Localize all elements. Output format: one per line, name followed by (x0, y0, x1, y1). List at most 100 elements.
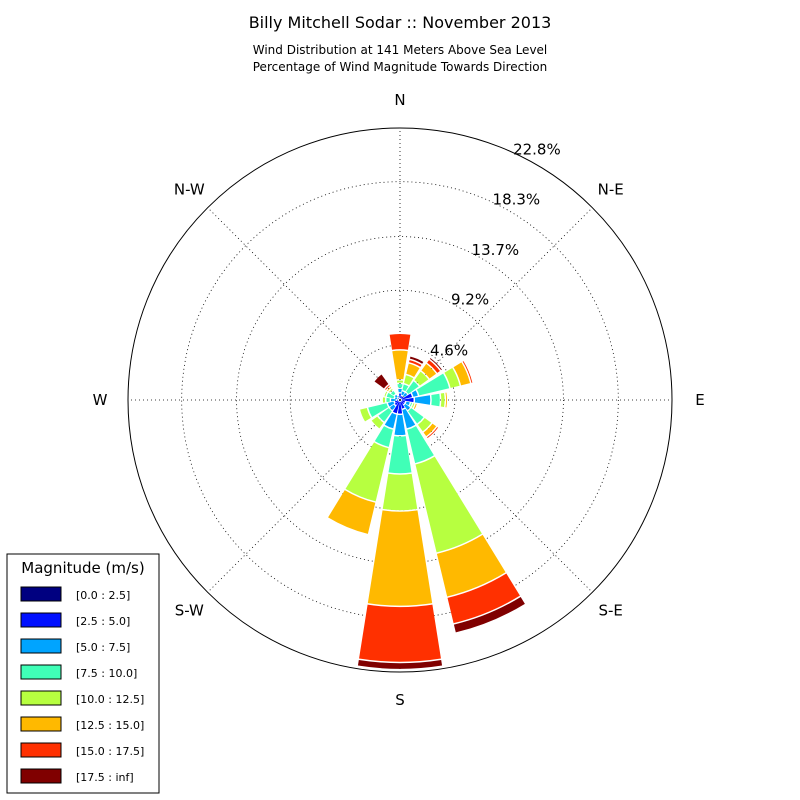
bar-N-bin-3 (397, 384, 403, 388)
bar-SSW-bin-4 (345, 442, 389, 502)
bar-N-bin-6 (389, 333, 411, 350)
radial-tick-label: 18.3% (493, 190, 541, 208)
legend-swatch (20, 612, 62, 628)
bar-S-bin-7 (357, 659, 443, 669)
radial-tick-label: 22.8% (513, 141, 561, 159)
bar-NW-bin-3 (390, 390, 396, 396)
bar-SSE-bin-3 (407, 426, 434, 464)
bar-NE-bin-6 (427, 360, 440, 373)
bar-W-bin-3 (386, 397, 390, 403)
bar-ENE-bin-4 (444, 367, 460, 388)
bar-ESE-bin-4 (411, 403, 415, 408)
bar-E-bin-3 (431, 393, 440, 407)
bar-W-bin-2 (391, 398, 396, 402)
bar-ENE-bin-6 (462, 361, 473, 383)
bar-SE-bin-1 (401, 401, 405, 405)
bar-N-bin-4 (396, 380, 404, 383)
radial-tick-label: 4.6% (430, 341, 468, 359)
bar-WSW-bin-4 (360, 407, 371, 422)
bar-NW-bin-1 (397, 397, 399, 399)
bar-SW-bin-2 (389, 404, 396, 411)
legend-label: [10.0 : 12.5] (76, 693, 144, 706)
bar-NW-bin-7 (374, 374, 389, 389)
bar-WNW-bin-4 (384, 391, 388, 397)
bar-ENE-bin-3 (416, 373, 450, 396)
bar-NNW-bin-2 (397, 396, 400, 398)
bar-ESE-bin-1 (401, 400, 406, 403)
bar-S-bin-1 (397, 401, 403, 414)
bar-WSW-bin-2 (387, 401, 395, 407)
legend-swatch (20, 664, 62, 680)
direction-label-s: S (395, 691, 405, 709)
bar-NE-bin-5 (421, 363, 437, 379)
bar-WNW-bin-2 (394, 397, 398, 400)
grid-ring (344, 344, 456, 456)
grid-ring (181, 181, 619, 619)
legend-items: [0.0 : 2.5] [2.5 : 5.0] [5.0 : 7.5] [7.5 : … (20, 586, 144, 784)
bar-NNE-bin-1 (400, 396, 403, 399)
bar-W-bin-4 (382, 397, 386, 403)
bar-ESE-bin-2 (405, 401, 410, 406)
bar-N-bin-5 (392, 350, 408, 380)
bar-NE-bin-4 (414, 371, 429, 386)
bar-SW-bin-4 (371, 416, 384, 429)
legend-label: [15.0 : 17.5] (76, 745, 144, 758)
bar-NNE-bin-3 (402, 384, 409, 392)
bar-W-bin-1 (397, 399, 399, 401)
bar-SE-bin-2 (403, 403, 411, 411)
legend-label: [17.5 : inf] (76, 771, 134, 784)
bar-E-bin-1 (401, 397, 414, 403)
bar-SSE-bin-7 (453, 596, 525, 633)
legend-label: [12.5 : 15.0] (76, 719, 144, 732)
bar-S-bin-2 (394, 414, 406, 436)
bar-NE-bin-2 (403, 392, 408, 397)
grid-spoke (207, 399, 401, 593)
legend-label: [2.5 : 5.0] (76, 615, 130, 628)
legend-label: [7.5 : 10.0] (76, 667, 137, 680)
bar-NW-bin-4 (389, 389, 393, 393)
radial-tick-label: 9.2% (451, 291, 489, 309)
bar-SSE-bin-5 (436, 534, 506, 597)
bar-SSW-bin-5 (328, 490, 376, 534)
polar-frame (127, 127, 673, 673)
direction-label-e: E (695, 391, 704, 409)
bar-WSW-bin-3 (368, 403, 389, 418)
windrose-bars (328, 333, 525, 669)
bar-ESE-bin-3 (409, 402, 413, 407)
bar-N-bin-1 (398, 393, 402, 399)
bar-NW-bin-5 (387, 387, 392, 392)
bar-NNE-bin-4 (404, 375, 414, 386)
bar-WNW-bin-3 (386, 392, 395, 399)
bar-E-bin-5 (445, 392, 447, 408)
bar-SSE-bin-1 (400, 401, 405, 409)
bar-SSE-bin-6 (447, 573, 520, 624)
bar-SW-bin-1 (394, 401, 399, 406)
direction-label-n: N (394, 91, 405, 109)
bar-SE-bin-5 (423, 423, 437, 437)
grid-spoke (399, 399, 593, 593)
legend-swatch (20, 716, 62, 732)
radial-tick-label: 13.7% (472, 241, 520, 259)
legend-label: [5.0 : 7.5] (76, 641, 130, 654)
direction-label-ne: N-E (598, 180, 624, 198)
bar-NNE-bin-6 (409, 360, 422, 367)
bar-SE-bin-4 (417, 417, 432, 432)
legend-swatch (20, 690, 62, 706)
bar-NW-bin-2 (394, 394, 398, 398)
bar-ENE-bin-5 (453, 362, 471, 386)
bar-ESE-bin-5 (413, 403, 417, 409)
bar-SSW-bin-2 (384, 412, 397, 429)
legend: Magnitude (m/s) [0.0 : 2.5] [2.5 : 5.0] [5… (6, 553, 160, 794)
bar-S-bin-3 (388, 436, 412, 474)
bar-ENE-bin-1 (401, 393, 413, 400)
legend-swatch (20, 586, 62, 602)
chart-subtitle-line-2: Percentage of Wind Magnitude Towards Dir… (253, 60, 547, 74)
bar-SSW-bin-1 (392, 401, 400, 414)
bar-NNE-bin-5 (406, 363, 420, 377)
bar-S-bin-4 (382, 473, 418, 511)
bar-NE-bin-7 (429, 358, 442, 371)
chart-subtitle-line-1: Wind Distribution at 141 Meters Above Se… (253, 43, 548, 57)
bar-NNE-bin-7 (409, 356, 424, 364)
bar-S-bin-5 (367, 510, 433, 606)
